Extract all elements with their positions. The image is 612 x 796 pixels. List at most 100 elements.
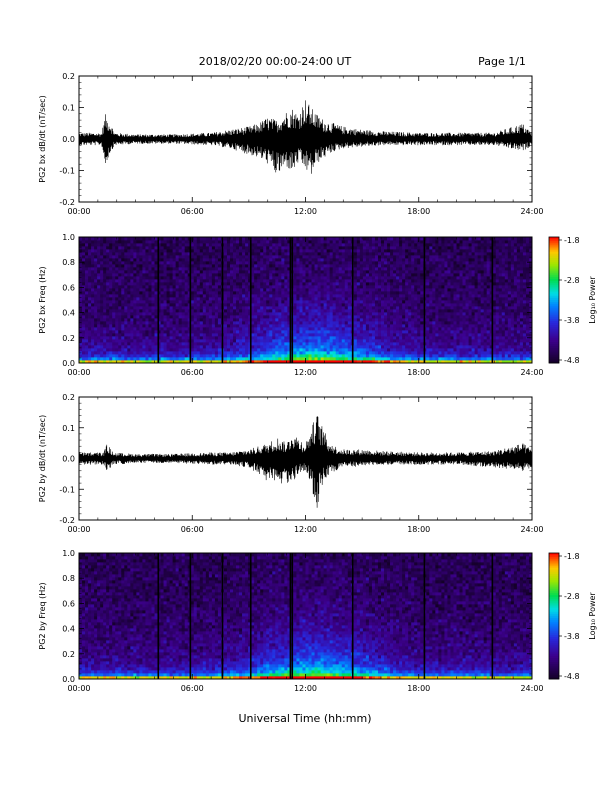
spectrogram-cell — [318, 297, 321, 300]
spectrogram-cell — [155, 294, 158, 297]
spectrogram-cell — [411, 327, 414, 330]
spectrogram-cell — [327, 255, 330, 258]
spectrogram-cell — [312, 243, 315, 246]
spectrogram-cell — [142, 288, 145, 291]
spectrogram-cell — [342, 270, 345, 273]
spectrogram-cell — [366, 267, 369, 270]
spectrogram-cell — [191, 279, 194, 282]
spectrogram-cell — [321, 288, 324, 291]
spectrogram-cell — [118, 270, 121, 273]
spectrogram-cell — [402, 315, 405, 318]
spectrogram-cell — [414, 288, 417, 291]
spectrogram-cell — [336, 273, 339, 276]
spectrogram-cell — [399, 249, 402, 252]
spectrogram-cell — [112, 306, 115, 309]
spectrogram-cell — [345, 273, 348, 276]
spectrogram-cell — [384, 297, 387, 300]
spectrogram-cell — [185, 312, 188, 315]
spectrogram-cell — [429, 324, 432, 327]
spectrogram-cell — [339, 258, 342, 261]
spectrogram-cell — [348, 294, 351, 297]
spectrogram-cell — [148, 342, 151, 345]
spectrogram-cell — [257, 327, 260, 330]
spectrogram-cell — [327, 288, 330, 291]
spectrogram-cell — [79, 267, 82, 270]
spectrogram-cell — [100, 249, 103, 252]
spectrogram-cell — [224, 285, 227, 288]
spectrogram-cell — [263, 279, 266, 282]
spectrogram-cell — [145, 351, 148, 354]
spectrogram-cell — [127, 351, 130, 354]
spectrogram-cell — [399, 315, 402, 318]
spectrogram-cell — [85, 339, 88, 342]
spectrogram-cell — [378, 315, 381, 318]
spectrogram-cell — [366, 255, 369, 258]
spectrogram-cell — [173, 294, 176, 297]
spectrogram-cell — [100, 276, 103, 279]
spectrogram-cell — [393, 357, 396, 360]
spectrogram-cell — [302, 321, 305, 324]
spectrogram-cell — [272, 240, 275, 243]
spectrogram-cell — [121, 246, 124, 249]
spectrogram-cell — [366, 282, 369, 285]
spectrogram-cell — [309, 255, 312, 258]
spectrogram-cell — [167, 237, 170, 240]
spectrogram-cell — [345, 330, 348, 333]
spectrogram-cell — [296, 255, 299, 258]
spectrogram-cell — [336, 306, 339, 309]
spectrogram-cell — [242, 273, 245, 276]
spectrogram-cell — [103, 252, 106, 255]
spectrogram-cell — [91, 321, 94, 324]
spectrogram-cell — [91, 306, 94, 309]
spectrogram-cell — [275, 261, 278, 264]
spectrogram-cell — [299, 237, 302, 240]
spectrogram-cell — [378, 273, 381, 276]
spectrogram-cell — [414, 291, 417, 294]
spectrogram-cell — [167, 312, 170, 315]
spectrogram-cell — [133, 237, 136, 240]
spectrogram-cell — [321, 342, 324, 345]
spectrogram-cell — [275, 273, 278, 276]
spectrogram-cell — [142, 279, 145, 282]
spectrogram-cell — [112, 348, 115, 351]
spectrogram-cell — [103, 309, 106, 312]
spectrogram-cell — [136, 306, 139, 309]
spectrogram-cell — [97, 291, 100, 294]
spectrogram-cell — [224, 297, 227, 300]
spectrogram-cell — [121, 267, 124, 270]
spectrogram-cell — [239, 330, 242, 333]
spectrogram-cell — [417, 324, 420, 327]
spectrogram-cell — [360, 357, 363, 360]
spectrogram-cell — [408, 276, 411, 279]
spectrogram-cell — [164, 324, 167, 327]
spectrogram-cell — [245, 267, 248, 270]
spectrogram-cell — [209, 300, 212, 303]
spectrogram-cell — [396, 261, 399, 264]
spectrogram-cell — [393, 342, 396, 345]
spectrogram-cell — [242, 345, 245, 348]
spectrogram-cell — [142, 240, 145, 243]
spectrogram-cell — [97, 357, 100, 360]
spectrogram-cell — [426, 255, 429, 258]
spectrogram-cell — [393, 315, 396, 318]
spectrogram-cell — [136, 330, 139, 333]
spectrogram-cell — [212, 273, 215, 276]
spectrogram-cell — [115, 357, 118, 360]
spectrogram-cell — [275, 249, 278, 252]
spectrogram-cell — [148, 354, 151, 357]
spectrogram-cell — [233, 267, 236, 270]
spectrogram-cell — [100, 300, 103, 303]
spectrogram-cell — [103, 351, 106, 354]
spectrogram-cell — [161, 249, 164, 252]
spectrogram-cell — [194, 255, 197, 258]
spectrogram-cell — [182, 300, 185, 303]
spectrogram-cell — [215, 270, 218, 273]
spectrogram-cell — [82, 273, 85, 276]
spectrogram-cell — [194, 336, 197, 339]
spectrogram-cell — [387, 279, 390, 282]
spectrogram-cell — [402, 333, 405, 336]
spectrogram-cell — [179, 333, 182, 336]
spectrogram-cell — [366, 279, 369, 282]
spectrogram-cell — [399, 282, 402, 285]
